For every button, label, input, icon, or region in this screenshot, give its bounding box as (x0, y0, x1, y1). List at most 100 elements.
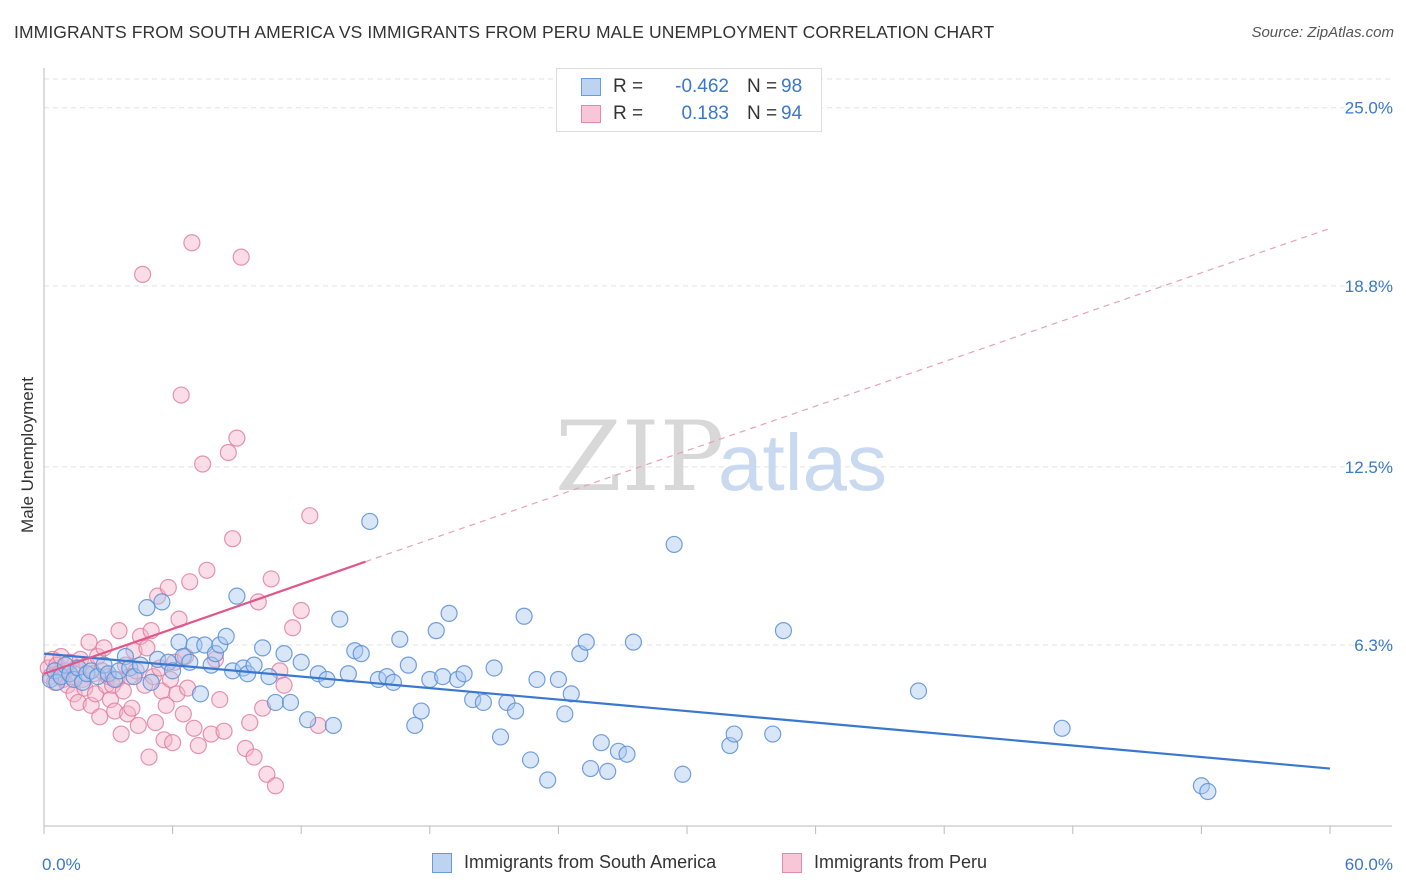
peru-point (215, 722, 233, 740)
south-america-point (406, 716, 424, 735)
legend-n-label: N = (747, 76, 778, 97)
south-america-point (774, 622, 793, 640)
south-america-point (239, 665, 257, 683)
south-america-point (170, 633, 188, 651)
series-peru-points (39, 234, 327, 795)
peru-point (146, 713, 165, 732)
peru-point (266, 777, 285, 795)
legend-r-label: R = (613, 103, 644, 124)
south-america-point (159, 653, 177, 671)
trend-lines (43, 227, 1331, 770)
peru-point (172, 386, 190, 404)
peru-point (194, 455, 212, 473)
legend-r-value: -0.462 (675, 76, 729, 97)
south-america-point (164, 662, 182, 680)
peru-point (65, 685, 83, 703)
south-america-point (106, 670, 124, 689)
peru-point (224, 530, 242, 548)
legend-swatch-blue (432, 852, 452, 873)
south-america-point (174, 647, 192, 666)
south-america-trend-line (43, 652, 1331, 770)
south-america-point (491, 728, 510, 746)
peru-point (245, 748, 263, 766)
legend-r-label: R = (613, 76, 644, 97)
south-america-point (206, 645, 225, 663)
south-america-point (275, 645, 293, 663)
watermark-zip: ZIP (555, 401, 724, 513)
peru-point (275, 676, 293, 694)
peru-point (106, 702, 124, 720)
south-america-point (506, 702, 525, 720)
peru-point (258, 765, 276, 783)
south-america-point (725, 725, 743, 743)
south-america-point (515, 607, 533, 625)
south-america-point (449, 670, 467, 689)
south-america-point (399, 656, 417, 674)
bottom-legend-peru: Immigrants from Peru (782, 852, 987, 873)
peru-point (159, 578, 177, 597)
legend-r-value: 0.183 (681, 103, 729, 124)
y-tick-label: 12.5% (1345, 458, 1393, 477)
peru-point (112, 725, 130, 743)
source-label: Source: ZipAtlas.com (1251, 24, 1394, 41)
legend-n-value: 94 (781, 103, 803, 124)
peru-point (241, 713, 259, 732)
south-america-point (599, 762, 617, 781)
chart-title: IMMIGRANTS FROM SOUTH AMERICA VS IMMIGRA… (14, 22, 995, 42)
south-america-point (539, 771, 557, 789)
correlation-legend: R = -0.462 N = 98 R = 0.183 N = 94 (556, 68, 822, 132)
peru-point (202, 725, 220, 743)
peru-point (262, 570, 280, 588)
south-america-point (1053, 719, 1071, 737)
south-america-point (485, 659, 503, 677)
south-america-point (361, 512, 379, 531)
south-america-point (211, 636, 229, 654)
south-america-point (266, 693, 285, 712)
south-america-point (110, 662, 128, 680)
tick-labels: 6.3% 12.5% 18.8% 25.0% 0.0% 60.0% (42, 99, 1393, 874)
south-america-point (455, 665, 473, 683)
south-america-point (581, 759, 600, 778)
peru-point (138, 639, 156, 657)
south-america-point (434, 667, 452, 686)
south-america-point (562, 685, 580, 703)
peru-point (168, 685, 186, 703)
legend-row-peru: R = 0.183 N = 94 (581, 102, 802, 126)
south-america-point (228, 587, 246, 605)
legend-n-value: 98 (781, 76, 803, 97)
watermark-atlas: atlas (718, 418, 887, 507)
peru-point (91, 708, 109, 726)
south-america-point (764, 725, 782, 743)
peru-point (232, 248, 250, 266)
south-america-point (427, 622, 445, 640)
legend-label: Immigrants from South America (464, 852, 717, 872)
peru-point (174, 705, 192, 723)
south-america-point (73, 673, 92, 691)
south-america-point (138, 599, 156, 617)
south-america-point (624, 633, 643, 651)
peru-point (284, 619, 302, 637)
peru-point (129, 716, 147, 735)
south-america-point (99, 665, 117, 683)
peru-point (80, 633, 98, 651)
south-america-point (281, 693, 300, 712)
axes (43, 68, 1392, 834)
south-america-point (528, 670, 546, 689)
south-america-point (391, 630, 409, 648)
south-america-point (521, 751, 540, 769)
series-south-america-points (41, 512, 1217, 801)
grid-lines (44, 78, 1392, 646)
x-tick-label: 0.0% (42, 855, 81, 874)
south-america-point (577, 633, 595, 651)
legend-swatch-blue (581, 78, 601, 96)
bottom-legend-south-america: Immigrants from South America (432, 852, 716, 873)
south-america-point (352, 645, 370, 663)
peru-point (301, 507, 319, 525)
south-america-point (254, 639, 272, 657)
peru-point (198, 561, 216, 579)
south-america-point (153, 593, 171, 611)
south-america-point (142, 673, 160, 691)
south-america-point (1199, 782, 1217, 801)
south-america-point (1192, 777, 1211, 795)
